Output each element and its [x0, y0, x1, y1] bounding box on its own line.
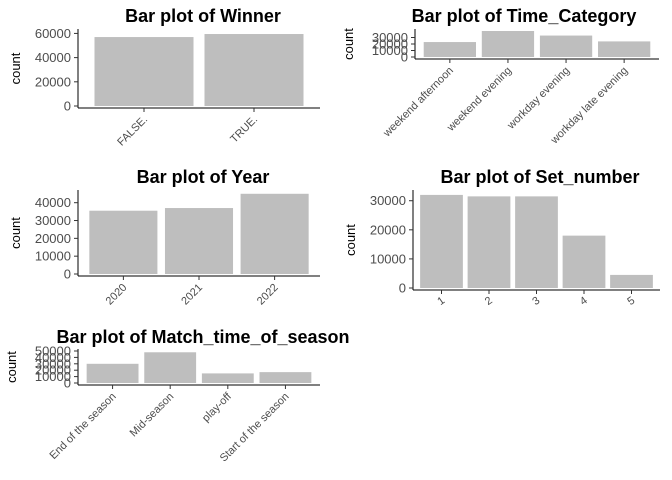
x-tick-label: 2: [483, 295, 495, 308]
chart-title: Bar plot of Winner: [125, 6, 281, 26]
y-tick-label: 20000: [372, 37, 408, 52]
y-axis-title: count: [341, 28, 356, 60]
y-tick-label: 20000: [370, 222, 406, 237]
panel-year: Bar plot of Year count 0 10000 20000 30000 400…: [8, 167, 320, 307]
y-tick-label: 10000: [35, 249, 71, 264]
y-tick-label: 40000: [35, 195, 71, 210]
bar-3: [515, 196, 558, 288]
y-tick-label: 20000: [35, 231, 71, 246]
bar-workday-evening: [539, 35, 593, 57]
chart-title: Bar plot of Match_time_of_season: [56, 327, 349, 347]
bar-2021: [164, 208, 234, 274]
y-tick-label: 0: [64, 376, 71, 391]
x-tick-label: 2020: [104, 282, 130, 308]
bar-2: [467, 196, 511, 288]
x-tick-label: 3: [530, 295, 542, 308]
bar-play-off: [201, 373, 254, 383]
bar-1: [420, 194, 463, 288]
bar-5: [610, 274, 653, 288]
x-tick-label: 2021: [179, 282, 205, 308]
y-axis-title: count: [8, 52, 23, 84]
bar-end-of-the-season: [86, 363, 139, 383]
y-tick-label: 30000: [35, 213, 71, 228]
bar-false-: [94, 37, 194, 106]
y-tick-label: 0: [399, 281, 406, 296]
y-tick-label: 60000: [35, 26, 71, 41]
chart-title: Bar plot of Time_Category: [412, 6, 637, 26]
y-axis-title: count: [8, 217, 23, 249]
y-axis-title: count: [4, 351, 19, 383]
bar-weekend-afternoon: [423, 42, 476, 57]
x-tick-label: FALSE.: [115, 114, 150, 149]
y-tick-label: 30000: [372, 30, 408, 45]
y-tick-label: 0: [401, 50, 408, 65]
x-tick-label: 1: [435, 295, 447, 308]
y-tick-label: 30000: [370, 193, 406, 208]
bar-mid-season: [144, 352, 197, 383]
bar-2022: [240, 193, 309, 274]
y-axis-title: count: [343, 224, 358, 256]
x-tick-label: workday evening: [505, 65, 573, 133]
x-tick-label: weekend evening: [444, 65, 514, 135]
y-tick-label: 10000: [372, 43, 408, 58]
chart-title: Bar plot of Set_number: [440, 167, 639, 187]
bar-true-: [204, 34, 304, 106]
bar-start-of-the-season: [259, 372, 312, 383]
y-tick-label: 40000: [35, 50, 71, 65]
y-tick-label: 20000: [35, 363, 71, 378]
y-tick-label: 20000: [35, 74, 71, 89]
bar-4: [562, 235, 606, 288]
x-tick-label: 5: [625, 295, 637, 308]
bar-workday-late-evening: [598, 41, 651, 57]
y-tick-label: 30000: [35, 356, 71, 371]
x-tick-label: End of the season: [47, 391, 118, 462]
y-tick-label: 0: [64, 99, 71, 114]
chart-title: Bar plot of Year: [137, 167, 270, 187]
y-tick-label: 50000: [35, 344, 71, 359]
y-tick-label: 10000: [370, 251, 406, 266]
bar-2020: [89, 210, 158, 274]
y-tick-label: 0: [64, 267, 71, 282]
y-tick-label: 10000: [35, 369, 71, 384]
x-tick-label: 4: [578, 295, 590, 308]
x-tick-label: TRUE.: [228, 114, 260, 146]
x-tick-label: weekend afternoon: [381, 65, 456, 140]
y-tick-label: 40000: [35, 350, 71, 365]
x-tick-label: play-off: [200, 390, 235, 425]
x-tick-label: 2022: [255, 282, 281, 308]
x-tick-label: Mid-season: [128, 391, 177, 440]
bar-weekend-evening: [481, 31, 535, 57]
panel-winner: Bar plot of Winner count 0 20000 40000 60000 F…: [8, 6, 320, 148]
